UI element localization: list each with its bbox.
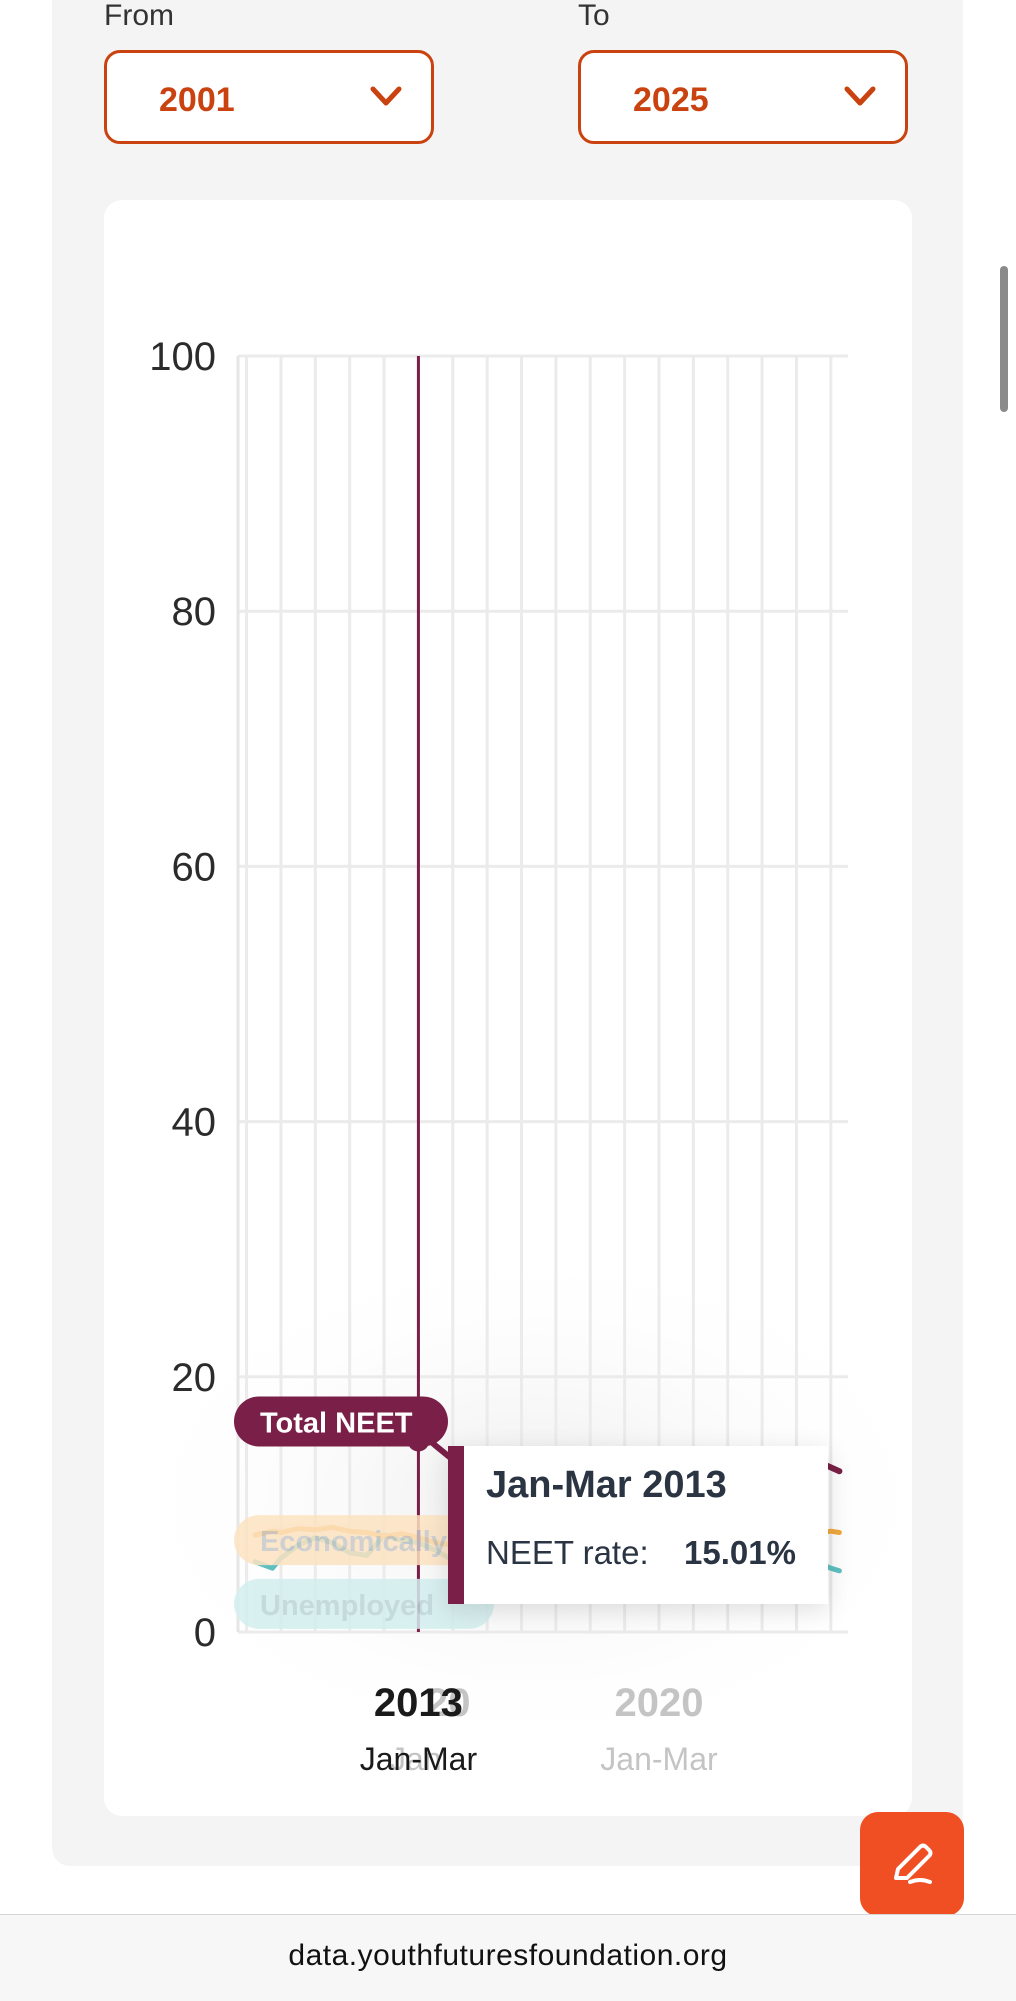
url-text: data.youthfuturesfoundation.org — [288, 1939, 728, 1972]
tooltip-value: 15.01% — [684, 1534, 796, 1571]
chevron-down-icon — [844, 86, 876, 106]
y-tick-label: 0 — [194, 1611, 216, 1655]
x-tick-year: 2013 — [374, 1681, 463, 1725]
legend-pill — [234, 1396, 448, 1447]
x-tick-period: Jan-Mar — [360, 1741, 478, 1777]
y-tick-label: 100 — [149, 335, 216, 379]
legend-label: Total NEET — [260, 1407, 413, 1439]
to-label: To — [578, 0, 610, 32]
legend-label: Unemployed — [260, 1590, 434, 1622]
from-select[interactable]: 2001 — [104, 50, 434, 144]
chevron-down-icon — [370, 86, 402, 106]
x-tick-period: Jan-Mar — [600, 1741, 718, 1777]
chart-tooltip: Jan-Mar 2013 NEET rate: 15.01% — [448, 1446, 828, 1604]
x-tick-year: 20 — [426, 1681, 471, 1725]
to-select[interactable]: 2025 — [578, 50, 908, 144]
y-tick-label: 80 — [172, 590, 217, 634]
legend-pill — [234, 1578, 494, 1629]
chart-card: 0 20 40 60 80 100 Total NEET Economically inact… — [104, 200, 912, 1816]
tooltip-accent-bar — [448, 1446, 464, 1604]
feedback-button[interactable] — [860, 1812, 964, 1916]
to-select-value: 2025 — [633, 81, 709, 119]
from-select-value: 2001 — [159, 81, 235, 119]
x-tick-period: Jan — [390, 1741, 442, 1777]
tooltip-label: NEET rate: — [486, 1534, 649, 1571]
from-label: From — [104, 0, 174, 32]
page-scrollbar[interactable] — [1000, 266, 1008, 412]
browser-url-bar[interactable]: data.youthfuturesfoundation.org — [0, 1914, 1016, 2001]
y-tick-label: 20 — [172, 1356, 217, 1400]
legend-item[interactable]: Total NEET — [234, 1396, 448, 1447]
legend-item[interactable]: Unemployed — [234, 1578, 494, 1629]
pencil-icon — [894, 1843, 933, 1884]
tooltip-title: Jan-Mar 2013 — [486, 1464, 727, 1506]
y-tick-label: 60 — [172, 845, 217, 889]
y-tick-label: 40 — [172, 1101, 217, 1145]
x-tick-year: 2020 — [614, 1681, 703, 1725]
